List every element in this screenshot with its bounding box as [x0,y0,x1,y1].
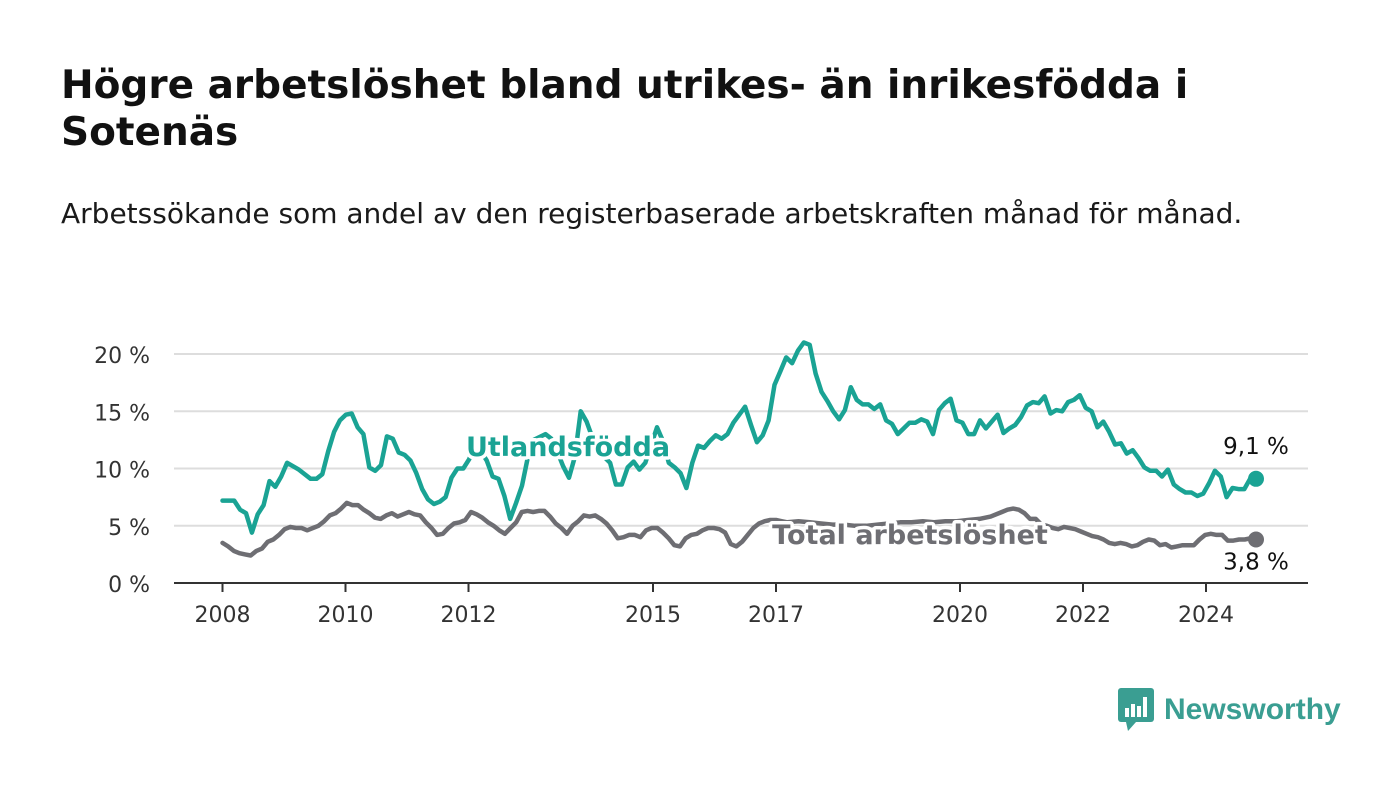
x-tick-label: 2017 [748,603,804,628]
brand-name: Newsworthy [1164,693,1341,726]
y-tick-label: 20 % [94,344,150,369]
x-tick-label: 2010 [318,603,374,628]
x-tick-label: 2020 [932,603,988,628]
total-end-label: 3,8 % [1223,549,1289,575]
total-label: Total arbetslöshet [772,520,1048,551]
x-tick-label: 2008 [195,603,251,628]
utlandsfodda-end-label: 9,1 % [1223,434,1289,460]
y-tick-label: 5 % [108,516,150,541]
bar-chart-logo-icon [1118,688,1154,731]
x-tick-label: 2022 [1055,603,1111,628]
series-total-line [220,500,1259,558]
y-tick-label: 10 % [94,459,150,484]
x-tick-label: 2024 [1178,603,1234,628]
series-utlandsfodda-end-point [1248,470,1264,487]
y-tick-label: 0 % [108,573,150,598]
utlandsfodda-label: Utlandsfödda [466,432,670,463]
newsworthy-brand[interactable]: Newsworthy [1118,688,1341,732]
chart-subtitle: Arbetssökande som andel av den registerb… [61,197,1243,230]
series-utlandsfodda-line [220,340,1259,535]
y-tick-label: 15 % [94,401,150,426]
chart-title: Högre arbetslöshet bland utrikes- än inr… [61,63,1189,155]
x-tick-label: 2015 [625,603,681,628]
x-tick-label: 2012 [441,603,497,628]
series-total-end-point [1248,531,1264,548]
